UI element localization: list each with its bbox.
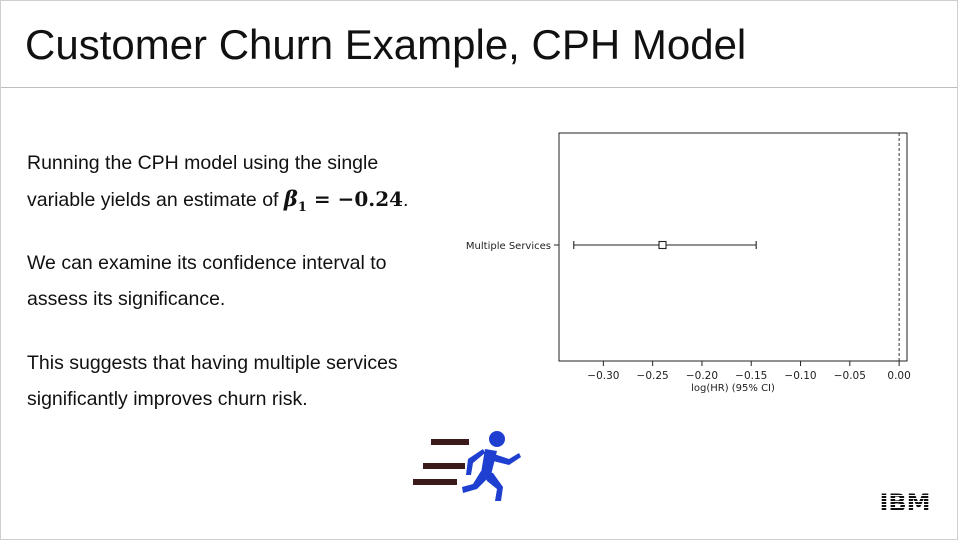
paragraph-conclusion-line2: significantly improves churn risk. [27, 388, 308, 410]
running-person-icon [413, 431, 521, 501]
paragraph-confidence: We can examine its confidence interval t… [27, 245, 387, 317]
speed-line [423, 463, 465, 469]
covariate-label: Multiple Services [466, 241, 551, 252]
paragraph-estimate-line1: Running the CPH model using the single [27, 152, 379, 174]
x-tick-label: −0.15 [735, 370, 767, 382]
beta-letter: β [283, 186, 298, 211]
paragraph-estimate-period: . [403, 189, 409, 211]
beta-subscript: 1 [297, 200, 307, 216]
beta-symbol: β1 [283, 186, 307, 215]
coef-marker [658, 240, 667, 250]
paragraph-estimate: Running the CPH model using the single v… [27, 145, 408, 226]
x-tick-label: 0.00 [887, 370, 910, 382]
paragraph-confidence-line1: We can examine its confidence interval t… [27, 252, 387, 274]
paragraph-estimate-prefix: variable yields an estimate of [27, 189, 284, 211]
slide-title: Customer Churn Example, CPH Model [25, 21, 747, 68]
runner-figure [462, 431, 521, 501]
paragraph-confidence-line2: assess its significance. [27, 288, 226, 310]
forest-plot: −0.30 −0.25 −0.20 −0.15 −0.10 −0.05 0.00 log(HR… [466, 132, 911, 394]
x-tick-label: −0.30 [587, 370, 619, 382]
ibm-logo: IBM [879, 490, 930, 514]
beta-value: = −0.24 [306, 187, 404, 211]
paragraph-conclusion: This suggests that having multiple servi… [27, 345, 398, 417]
plot-frame [558, 132, 908, 362]
speed-line [431, 439, 469, 445]
title-divider [1, 87, 957, 88]
paragraph-estimate-line2: variable yields an estimate of β1 = −0.2… [27, 181, 408, 226]
x-axis-label: log(HR) (95% CI) [691, 383, 775, 394]
speed-line [413, 479, 457, 485]
x-tick-label: −0.20 [686, 370, 718, 382]
speed-lines [413, 439, 469, 485]
paragraph-conclusion-line1: This suggests that having multiple servi… [27, 352, 398, 374]
x-tick-label: −0.10 [784, 370, 816, 382]
x-tick-label: −0.25 [637, 370, 669, 382]
x-tick-label: −0.05 [834, 370, 866, 382]
ibm-logo-text: IBM [879, 490, 930, 514]
